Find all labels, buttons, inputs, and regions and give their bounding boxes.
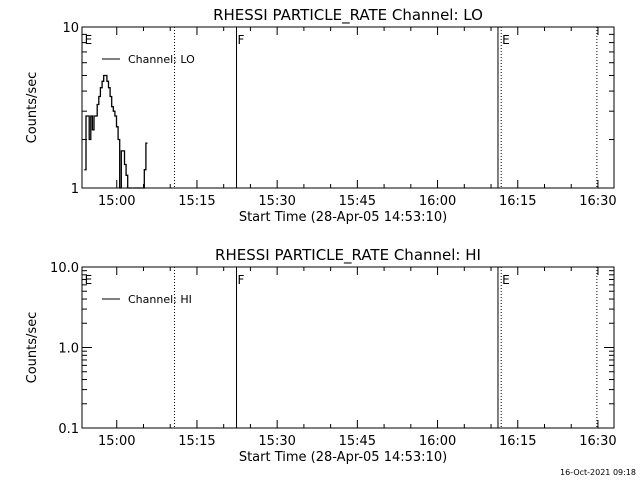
y-tick-label: 1 <box>71 182 79 197</box>
x-tick-label: 16:00 <box>419 194 456 209</box>
x-tick-label: 16:00 <box>419 434 456 449</box>
x-axis-label: Start Time (28-Apr-05 14:53:10) <box>239 450 447 465</box>
chart-title: RHESSI PARTICLE_RATE Channel: HI <box>215 246 481 265</box>
y-axis-label: Counts/sec <box>25 312 40 384</box>
x-tick-label: 16:30 <box>579 194 616 209</box>
event-marker-label: F <box>238 273 245 287</box>
event-marker-label: E <box>502 33 510 47</box>
legend-label: Channel: HI <box>128 293 192 306</box>
x-tick-label: 15:00 <box>98 434 135 449</box>
plot-frame <box>81 26 615 189</box>
y-tick-label: 1.0 <box>58 342 79 357</box>
footer-timestamp: 16-Oct-2021 09:18 <box>560 468 636 477</box>
chart-title: RHESSI PARTICLE_RATE Channel: LO <box>213 6 483 25</box>
x-tick-label: 15:15 <box>178 434 215 449</box>
chart-panel-0: RHESSI PARTICLE_RATE Channel: LO 15:00 15:… <box>25 6 617 225</box>
legend-label: Channel: LO <box>128 53 195 66</box>
event-marker-label: F <box>238 33 245 47</box>
x-axis-label: Start Time (28-Apr-05 14:53:10) <box>239 210 447 225</box>
x-tick-label: 16:15 <box>499 434 536 449</box>
data-series-0 <box>84 74 133 189</box>
event-marker-label: E <box>85 273 93 287</box>
chart-panel-1: RHESSI PARTICLE_RATE Channel: HI 15:00 15:… <box>25 246 617 465</box>
y-tick-label: 10 <box>62 21 79 36</box>
x-tick-label: 15:15 <box>178 194 215 209</box>
y-tick-label: 0.1 <box>58 422 79 437</box>
y-tick-label: 10.0 <box>50 261 79 276</box>
event-marker-label: E <box>85 33 93 47</box>
x-tick-label: 16:15 <box>499 194 536 209</box>
x-tick-label: 15:30 <box>258 434 295 449</box>
x-tick-label: 15:30 <box>258 194 295 209</box>
x-tick-label: 16:30 <box>579 434 616 449</box>
plot-frame <box>81 266 615 429</box>
x-tick-label: 15:00 <box>98 194 135 209</box>
x-tick-label: 15:45 <box>339 434 376 449</box>
x-tick-label: 15:45 <box>339 194 376 209</box>
data-series-1 <box>133 142 148 189</box>
event-marker-label: E <box>502 273 510 287</box>
y-axis-label: Counts/sec <box>25 72 40 144</box>
